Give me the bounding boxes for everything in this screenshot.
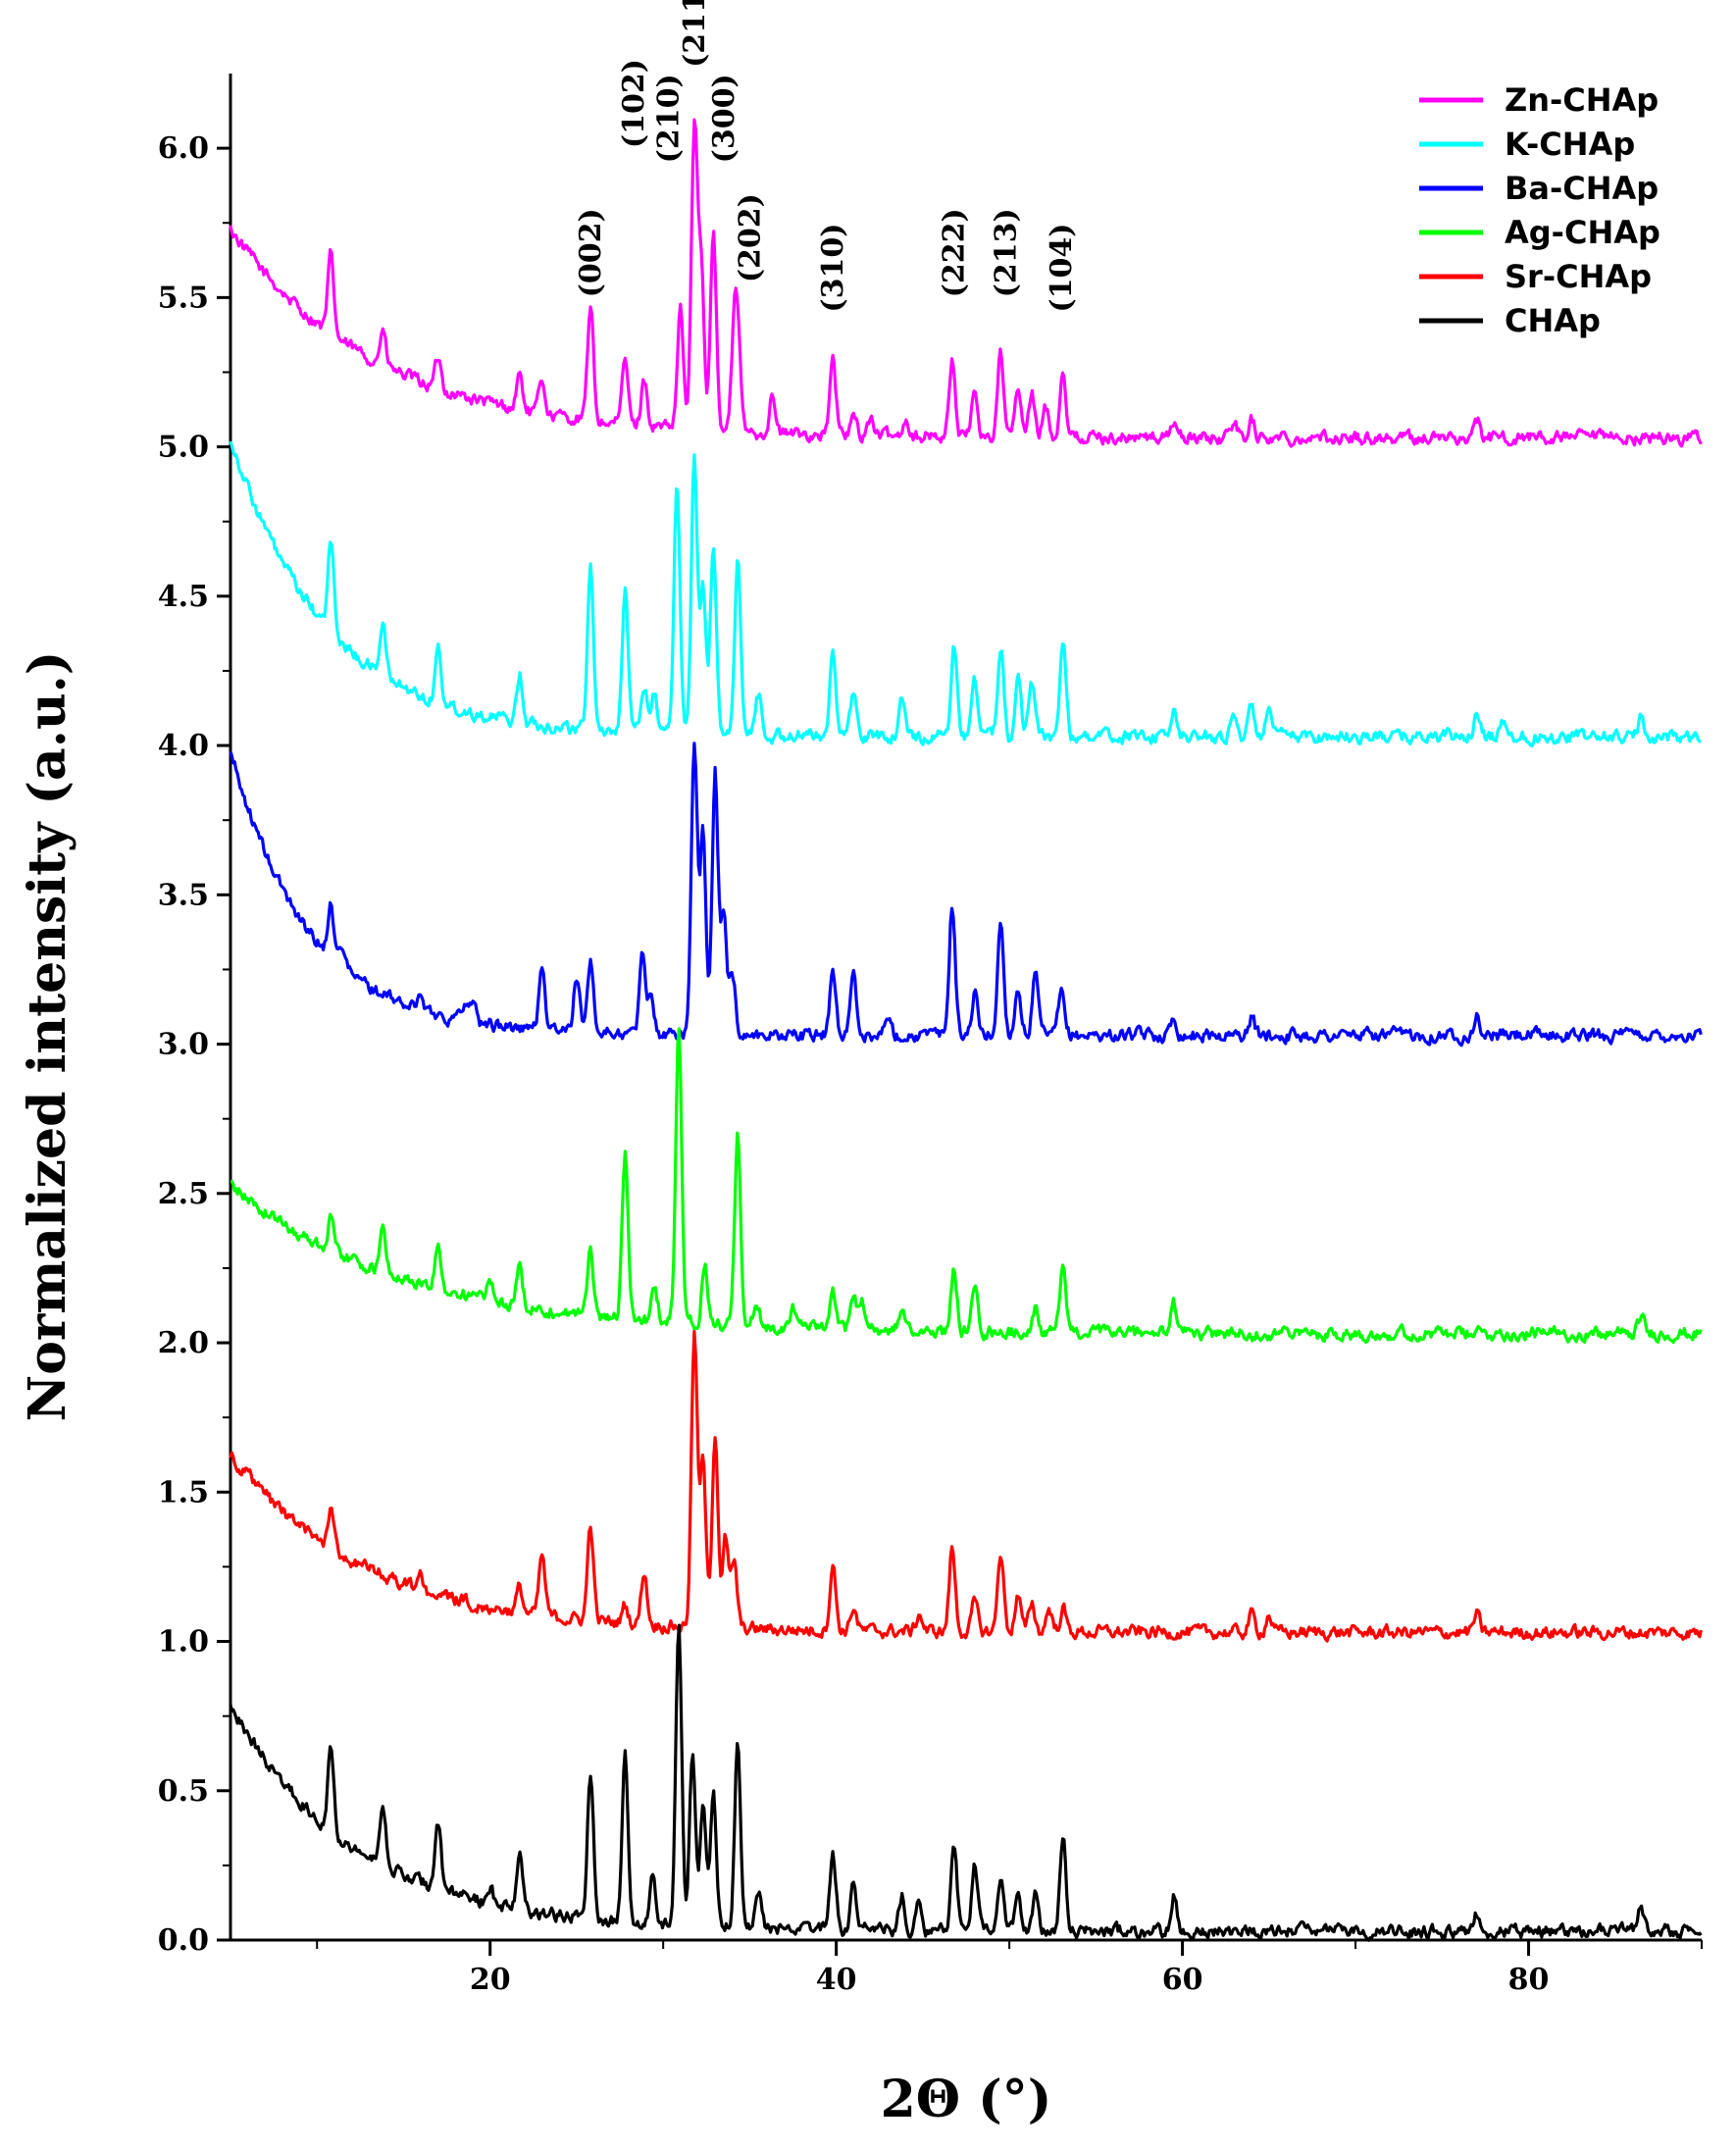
- peak-annotation: (211): [678, 0, 712, 68]
- legend-label: Ba-CHAp: [1505, 170, 1659, 207]
- legend: Zn-CHAp K-CHAp Ba-CHAp Ag-CHAp Sr-CHAp CHAp: [1419, 81, 1660, 339]
- peak-annotation: (210): [651, 74, 686, 163]
- peak-annotation: (102): [617, 59, 651, 148]
- axes: [229, 74, 1702, 1942]
- peak-annotation: (202): [733, 193, 767, 282]
- peak-annotation: (222): [938, 208, 972, 297]
- peak-annotations: (002) (102) (210) (211) (300) (202) (310) (222)…: [574, 0, 1079, 313]
- peak-annotation: (002): [574, 208, 608, 297]
- y-tick-label: 3.0: [158, 1028, 209, 1062]
- y-tick-label: 1.5: [158, 1475, 209, 1509]
- series-line-sr-chap: [229, 1329, 1703, 1643]
- y-tick-label: 4.5: [158, 580, 209, 614]
- y-tick-label: 2.0: [158, 1326, 209, 1360]
- x-axis-title: 2Θ (°): [881, 2070, 1052, 2129]
- legend-label: K-CHAp: [1505, 126, 1635, 163]
- legend-label: Sr-CHAp: [1505, 258, 1652, 295]
- x-tick-label: 40: [816, 1963, 857, 1997]
- peak-annotation: (104): [1045, 224, 1079, 313]
- y-tick-label: 3.5: [158, 878, 209, 912]
- y-tick-label: 5.0: [158, 431, 209, 465]
- peak-annotation: (213): [990, 208, 1024, 297]
- y-tick-label: 6.0: [158, 131, 209, 166]
- series-line-ba-chap: [229, 742, 1703, 1048]
- y-tick-label: 5.5: [158, 281, 209, 315]
- series-line-ag-chap: [230, 1027, 1703, 1345]
- y-tick-label: 4.0: [158, 729, 209, 763]
- y-tick-label: 2.5: [158, 1177, 209, 1211]
- series-lines: [229, 118, 1703, 1942]
- x-tick-label: 20: [470, 1963, 511, 1997]
- peak-annotation: (310): [816, 224, 850, 313]
- x-tick-label: 80: [1508, 1963, 1550, 1997]
- ticks: 0.0 0.5 1.0 1.5 2.0 2.5 3.0 3.5 4.0 4.5 5.0 5.5 6.0 2…: [158, 131, 1703, 1997]
- legend-label: Zn-CHAp: [1505, 81, 1659, 119]
- x-tick-label: 60: [1162, 1963, 1203, 1997]
- y-tick-label: 0.5: [158, 1774, 209, 1809]
- y-tick-label: 1.0: [158, 1625, 209, 1660]
- y-axis-title: Normalized intensity (a.u.): [18, 651, 77, 1422]
- series-line-zn-chap: [229, 118, 1703, 448]
- legend-label: Ag-CHAp: [1505, 214, 1660, 251]
- series-line-chap: [229, 1623, 1703, 1942]
- series-line-k-chap: [229, 440, 1702, 748]
- peak-annotation: (300): [707, 74, 741, 163]
- legend-label: CHAp: [1505, 302, 1601, 339]
- y-tick-label: 0.0: [158, 1923, 209, 1958]
